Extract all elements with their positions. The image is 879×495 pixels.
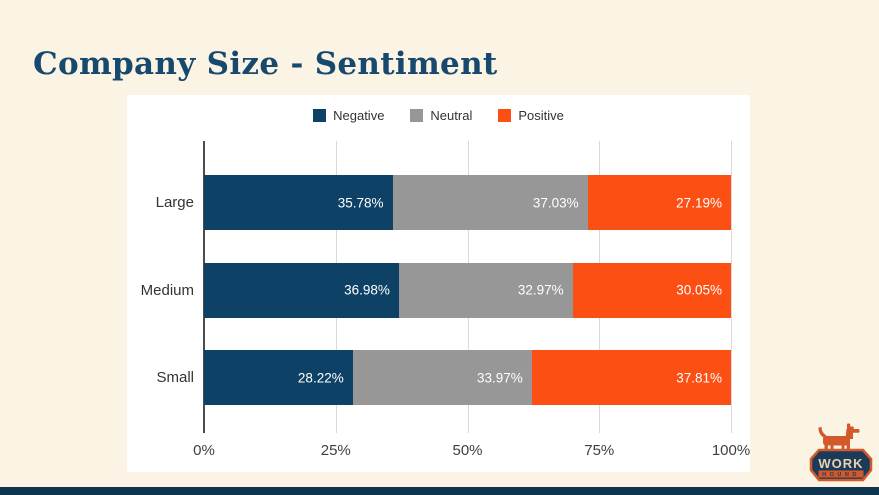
legend-swatch (313, 109, 327, 122)
bar-value-label: 36.98% (344, 282, 390, 298)
bar-segment-positive: 30.05% (572, 262, 731, 318)
workhound-logo-graphic: WORK HOUND (809, 423, 873, 482)
legend: Negative Neutral Positive (127, 108, 750, 123)
bar-segment-neutral: 37.03% (392, 175, 588, 230)
legend-item-positive: Positive (498, 108, 564, 123)
chart-panel: Negative Neutral Positive 0% 25% 50% 75% 100% L… (127, 95, 750, 472)
bar-value-label: 32.97% (517, 282, 564, 298)
x-tick-label: 25% (320, 442, 351, 459)
bar-segment-positive: 37.81% (531, 350, 731, 405)
bar-segment-negative: 36.98% (204, 262, 399, 318)
logo-text-work: WORK (818, 456, 863, 471)
category-label: Large (155, 194, 194, 211)
legend-item-negative: Negative (313, 108, 384, 123)
bar-value-label: 37.81% (676, 370, 722, 385)
plot-area: 0% 25% 50% 75% 100% Large 35.78% 37.03% 27.19% Me… (141, 141, 750, 459)
legend-item-neutral: Neutral (410, 108, 472, 123)
bar-segment-neutral: 33.97% (352, 350, 532, 405)
x-tick-label: 50% (452, 442, 483, 459)
category-label: Medium (140, 281, 194, 299)
legend-label: Positive (518, 108, 564, 123)
bar-row-large: Large 35.78% 37.03% 27.19% (156, 175, 731, 230)
legend-swatch (498, 109, 512, 122)
bar-value-label: 33.97% (476, 370, 523, 385)
bar-value-label: 30.05% (676, 282, 722, 298)
legend-swatch (410, 109, 424, 122)
bar-segment-negative: 28.22% (204, 350, 353, 405)
page-title: Company Size - Sentiment (33, 46, 498, 82)
legend-label: Neutral (430, 108, 473, 123)
bar-segment-neutral: 32.97% (398, 262, 573, 318)
legend-label: Negative (333, 108, 385, 123)
bar-value-label: 35.78% (337, 195, 384, 210)
bar-segment-negative: 35.78% (204, 175, 393, 230)
x-tick-label: 100% (711, 442, 751, 459)
bar-value-label: 28.22% (297, 370, 344, 385)
bar-row-medium: Medium 36.98% 32.97% 30.05% (141, 262, 731, 318)
bar-row-small: Small 28.22% 33.97% 37.81% (156, 350, 731, 405)
bar-segment-positive: 27.19% (587, 175, 731, 230)
x-tick-label: 75% (584, 442, 615, 459)
gridline (731, 141, 732, 433)
bar-value-label: 37.03% (532, 195, 579, 210)
workhound-logo: WORK HOUND (806, 422, 876, 490)
bar-value-label: 27.19% (676, 195, 722, 210)
category-label: Small (156, 369, 194, 386)
bottom-accent-bar (0, 487, 879, 495)
logo-badge-band (818, 470, 864, 478)
x-tick-label: 0% (193, 442, 215, 459)
logo-text-hound: HOUND (822, 472, 860, 478)
